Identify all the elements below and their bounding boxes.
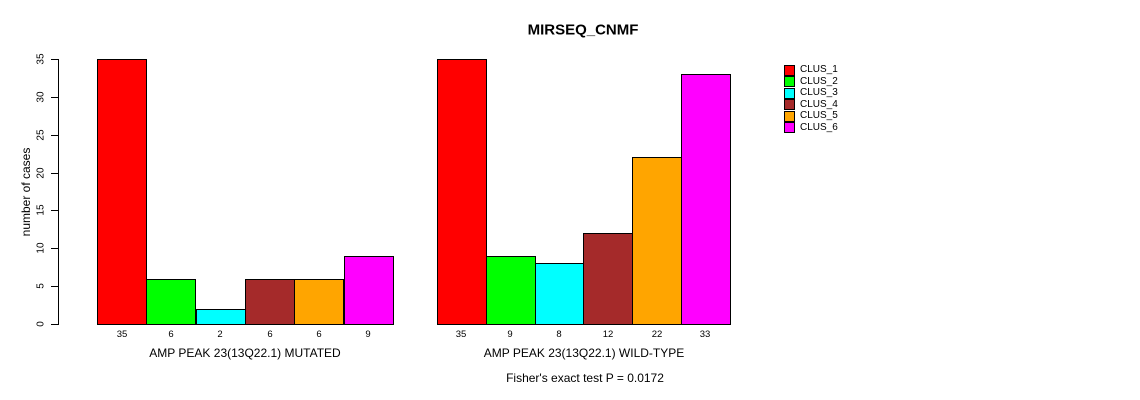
bar-clus_6 (344, 256, 394, 325)
bar-clus_4 (583, 233, 633, 325)
bar-clus_2 (486, 256, 536, 325)
bar-value-label: 2 (217, 329, 223, 340)
bar-clus_5 (294, 279, 344, 325)
y-tick-label: 15 (35, 204, 47, 216)
legend-swatch-clus_1 (784, 64, 795, 76)
legend-swatch-clus_4 (784, 99, 795, 111)
bar-value-label: 9 (507, 329, 513, 340)
y-tick-label: 35 (35, 53, 47, 65)
bar-value-label: 6 (316, 329, 322, 340)
bar-clus_5 (632, 157, 682, 325)
y-tick-mark (51, 59, 58, 60)
y-tick-mark (51, 324, 58, 325)
y-tick-label: 5 (35, 283, 47, 289)
y-tick-label: 0 (35, 321, 47, 327)
legend-swatch-clus_3 (784, 87, 795, 99)
y-axis-label: number of cases (19, 147, 33, 237)
bar-value-label: 35 (455, 329, 467, 340)
bar-value-label: 35 (116, 329, 128, 340)
y-tick-mark (51, 210, 58, 211)
legend-swatch-clus_5 (784, 110, 795, 122)
bar-value-label: 33 (699, 329, 711, 340)
legend-label-clus_5: CLUS_5 (800, 110, 838, 122)
legend-label-clus_2: CLUS_2 (800, 75, 838, 87)
bar-value-label: 6 (168, 329, 174, 340)
panel2-xlabel: AMP PEAK 23(13Q22.1) WILD-TYPE (483, 346, 685, 360)
y-tick-label: 10 (35, 242, 47, 254)
bar-value-label: 9 (365, 329, 371, 340)
fisher-test-annotation: Fisher's exact test P = 0.0172 (506, 371, 664, 385)
y-tick-mark (51, 173, 58, 174)
bar-clus_6 (681, 74, 731, 325)
y-tick-mark (51, 286, 58, 287)
bar-clus_1 (97, 59, 147, 325)
y-tick-label: 25 (35, 129, 47, 141)
y-tick-mark (51, 97, 58, 98)
y-tick-mark (51, 135, 58, 136)
legend-label-clus_6: CLUS_6 (800, 121, 838, 133)
bar-clus_2 (146, 279, 196, 325)
bar-value-label: 8 (556, 329, 562, 340)
y-tick-label: 20 (35, 167, 47, 179)
bar-value-label: 12 (602, 329, 614, 340)
legend-label-clus_4: CLUS_4 (800, 98, 838, 110)
y-axis-line (58, 59, 59, 325)
legend-label-clus_1: CLUS_1 (800, 64, 838, 76)
bar-clus_4 (245, 279, 295, 325)
y-tick-mark (51, 248, 58, 249)
bar-clus_3 (535, 263, 585, 325)
y-tick-label: 30 (35, 91, 47, 103)
bar-clus_1 (437, 59, 487, 325)
bar-value-label: 22 (651, 329, 663, 340)
panel1-xlabel: AMP PEAK 23(13Q22.1) MUTATED (149, 346, 341, 360)
chart-title: MIRSEQ_CNMF (527, 21, 639, 39)
bar-value-label: 6 (267, 329, 273, 340)
legend-swatch-clus_6 (784, 122, 795, 134)
bar-clus_3 (196, 309, 246, 325)
legend-label-clus_3: CLUS_3 (800, 87, 838, 99)
legend-swatch-clus_2 (784, 76, 795, 88)
